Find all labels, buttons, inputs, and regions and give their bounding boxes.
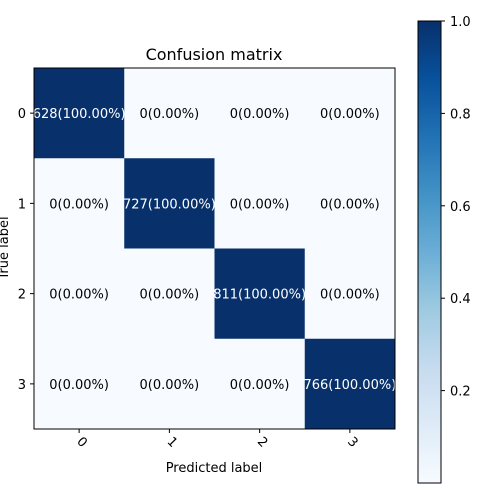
heatmap-cell xyxy=(124,338,215,430)
cell-label: 811(100.00%) xyxy=(213,288,306,303)
plot-frame xyxy=(33,67,396,430)
cell-label: 0(0.00%) xyxy=(140,288,200,303)
heatmap-cell xyxy=(304,248,396,340)
colorbar-ticks: 0.2 0.4 0.6 0.8 1.0 xyxy=(441,15,471,400)
cell-label: 0(0.00%) xyxy=(49,288,109,303)
x-tick-label: 0 xyxy=(73,434,89,450)
heatmap-cell xyxy=(214,158,306,249)
cell-label: 0(0.00%) xyxy=(140,378,200,393)
cell-label: 727(100.00%) xyxy=(123,197,216,212)
colorbar xyxy=(417,20,442,484)
y-tick-label: 2 xyxy=(18,288,26,303)
heatmap-cell xyxy=(214,338,306,430)
y-tick-label: 3 xyxy=(18,378,26,393)
cell-label: 0(0.00%) xyxy=(320,107,380,122)
cell-label: 0(0.00%) xyxy=(230,107,290,122)
cell-label: 0(0.00%) xyxy=(49,197,109,212)
cell-label: 0(0.00%) xyxy=(320,288,380,303)
cell-label: 0(0.00%) xyxy=(49,378,109,393)
heatmap-cell xyxy=(214,248,306,340)
chart-title: Confusion matrix xyxy=(146,45,283,64)
heatmap-cell xyxy=(34,248,125,340)
cell-label: 0(0.00%) xyxy=(140,107,200,122)
cell-label: 766(100.00%) xyxy=(303,378,396,393)
heatmap-cell xyxy=(34,68,125,159)
cell-label: 0(0.00%) xyxy=(230,378,290,393)
colorbar-tick-label: 0.2 xyxy=(450,385,471,400)
heatmap-cell xyxy=(304,338,396,430)
heatmap-cell xyxy=(34,338,125,430)
x-axis-label: Predicted label xyxy=(166,461,263,476)
heatmap-cells xyxy=(34,68,396,430)
x-axis-ticks: 0 1 2 3 xyxy=(73,429,361,451)
colorbar-tick-label: 1.0 xyxy=(450,15,471,30)
heatmap-cell xyxy=(304,158,396,249)
cell-label: 628(100.00%) xyxy=(33,107,126,122)
colorbar-tick-label: 0.4 xyxy=(450,292,471,307)
cell-label: 0(0.00%) xyxy=(230,197,290,212)
colorbar-tick-label: 0.6 xyxy=(450,200,471,215)
y-axis-label: True label xyxy=(0,216,12,280)
heatmap-cell xyxy=(124,68,215,159)
x-tick-label: 3 xyxy=(344,434,360,450)
y-tick-label: 0 xyxy=(18,107,26,122)
y-axis-ticks: 0 1 2 3 xyxy=(18,107,34,393)
cell-label: 0(0.00%) xyxy=(320,197,380,212)
heatmap-cell xyxy=(124,158,215,249)
heatmap-cell xyxy=(34,158,125,249)
heatmap-cell xyxy=(124,248,215,340)
heatmap-cell xyxy=(304,68,396,159)
cell-labels: 628(100.00%) 0(0.00%) 0(0.00%) 0(0.00%) 0(0.… xyxy=(33,107,397,393)
x-tick-label: 1 xyxy=(164,434,180,450)
heatmap-cell xyxy=(214,68,306,159)
x-tick-label: 2 xyxy=(254,434,270,450)
y-tick-label: 1 xyxy=(18,197,26,212)
colorbar-tick-label: 0.8 xyxy=(450,107,471,122)
